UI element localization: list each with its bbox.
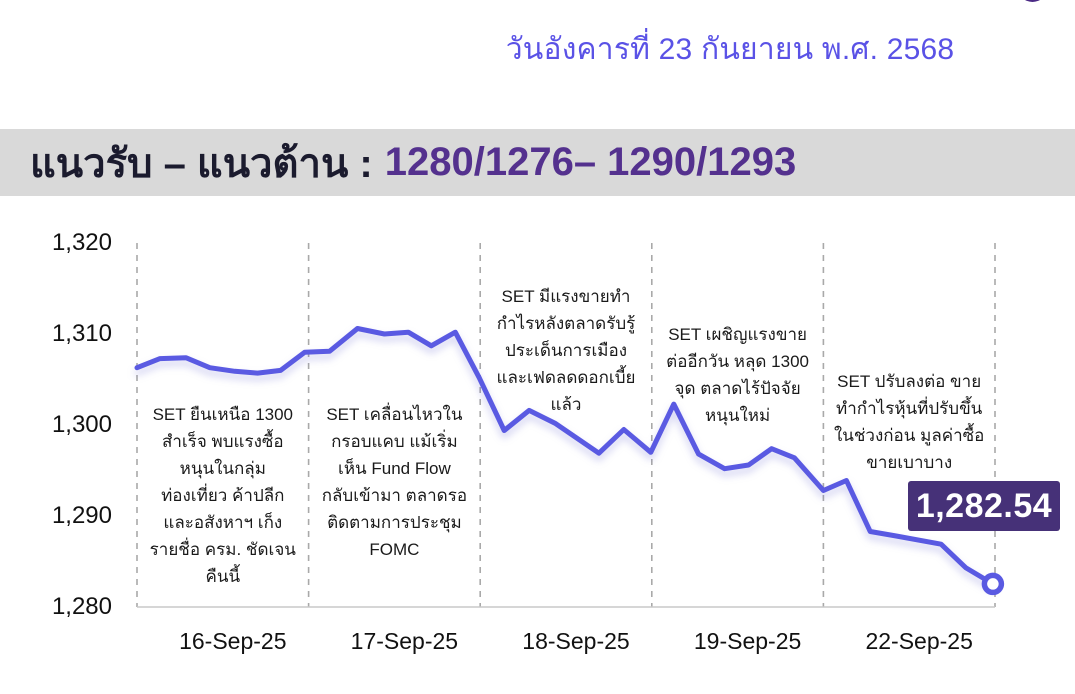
- chart-annotation: SET เคลื่อนไหวใน กรอบแคบ แม้เริ่ม เห็น F…: [321, 405, 468, 559]
- chart-annotation: SET มีแรงขายทำ กำไรหลังตลาดรับรู้ ประเด็…: [496, 287, 636, 414]
- x-axis-date-label: 18-Sep-25: [522, 628, 630, 654]
- logo-circle-icon: [1018, 0, 1047, 2]
- x-axis-date-label: 22-Sep-25: [865, 628, 973, 654]
- y-axis-tick-label: 1,310: [51, 320, 112, 347]
- x-axis-date-label: 16-Sep-25: [179, 628, 287, 654]
- support-resistance-banner: แนวรับ – แนวต้าน : 1280/1276– 1290/1293: [0, 129, 1075, 196]
- y-axis-tick-label: 1,290: [51, 502, 112, 529]
- x-axis-date-label: 17-Sep-25: [350, 628, 459, 654]
- set-index-line: [134, 326, 996, 587]
- y-axis-tick-label: 1,280: [51, 593, 112, 620]
- banner-levels-value: 1280/1276– 1290/1293: [384, 140, 797, 184]
- chart-annotation: SET ยืนเหนือ 1300 สำเร็จ พบแรงซื้อ หนุนใ…: [149, 405, 296, 586]
- last-point-marker: [981, 572, 1005, 596]
- last-value-badge: 1,282.54: [908, 481, 1060, 531]
- chart-annotation: SET ปรับลงต่อ ขาย ทำกำไรหุ้นที่ปรับขึ้น …: [833, 372, 985, 472]
- y-axis-tick-label: 1,300: [51, 411, 112, 438]
- x-axis-date-label: 19-Sep-25: [693, 628, 802, 654]
- y-axis-tick-label: 1,320: [51, 229, 112, 256]
- banner-label: แนวรับ – แนวต้าน :: [30, 141, 373, 186]
- date-header: วันอังคารที่ 23 กันยายน พ.ศ. 2568: [505, 33, 955, 66]
- chart-annotation: SET เผชิญแรงขาย ต่ออีกวัน หลุด 1300 จุด …: [666, 325, 810, 425]
